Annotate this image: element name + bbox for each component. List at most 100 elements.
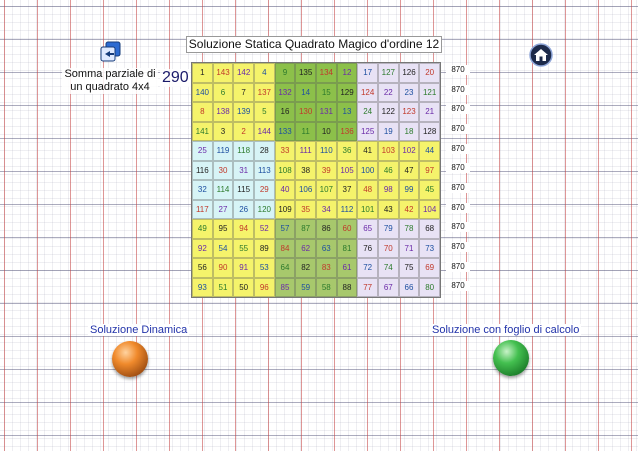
grid-cell: 70	[377, 238, 399, 258]
grid-cell: 108	[274, 160, 296, 180]
grid-cell: 93	[192, 277, 213, 297]
grid-cell: 38	[295, 160, 316, 180]
grid-cell: 41	[357, 141, 378, 161]
grid-cell: 29	[253, 180, 275, 200]
row-sum: 870	[446, 241, 470, 252]
grid-cell: 40	[274, 180, 296, 200]
grid-cell: 77	[357, 277, 378, 297]
grid-cell: 4	[253, 63, 275, 83]
grid-cell: 55	[233, 238, 254, 258]
grid-cell: 61	[336, 258, 358, 278]
grid-cell: 33	[274, 141, 296, 161]
grid-cell: 111	[295, 141, 316, 161]
grid-cell: 65	[357, 219, 378, 239]
grid-cell: 143	[212, 63, 234, 83]
grid-cell: 16	[274, 102, 296, 122]
row-sum: 870	[446, 281, 470, 292]
grid-cell: 18	[398, 121, 420, 141]
grid-cell: 121	[419, 82, 440, 102]
grid-cell: 22	[377, 82, 399, 102]
grid-cell: 97	[419, 160, 440, 180]
grid-cell: 80	[419, 277, 440, 297]
grid-cell: 113	[253, 160, 275, 180]
row-sum: 870	[446, 202, 470, 213]
grid-cell: 68	[419, 219, 440, 239]
row-sum: 870	[446, 261, 470, 272]
grid-cell: 76	[357, 238, 378, 258]
grid-cell: 112	[336, 199, 358, 219]
grid-cell: 60	[336, 219, 358, 239]
grid-cell: 54	[212, 238, 234, 258]
grid-cell: 127	[377, 63, 399, 83]
grid-cell: 123	[398, 102, 420, 122]
grid-cell: 26	[233, 199, 254, 219]
grid-cell: 49	[192, 219, 213, 239]
grid-cell: 5	[253, 102, 275, 122]
grid-cell: 23	[398, 82, 420, 102]
grid-cell: 30	[212, 160, 234, 180]
grid-cell: 139	[233, 102, 254, 122]
grid-cell: 1	[192, 63, 213, 83]
grid-cell: 100	[357, 160, 378, 180]
grid-cell: 101	[357, 199, 378, 219]
grid-cell: 15	[315, 82, 337, 102]
grid-cell: 21	[419, 102, 440, 122]
grid-cell: 24	[357, 102, 378, 122]
row-sum: 870	[446, 84, 470, 95]
row-sum: 870	[446, 143, 470, 154]
grid-cell: 64	[274, 258, 296, 278]
grid-cell: 82	[295, 258, 316, 278]
grid-cell: 107	[315, 180, 337, 200]
grid-cell: 131	[315, 102, 337, 122]
grid-cell: 90	[212, 258, 234, 278]
grid-cell: 25	[192, 141, 213, 161]
grid-cell: 116	[192, 160, 213, 180]
grid-cell: 94	[233, 219, 254, 239]
grid-cell: 124	[357, 82, 378, 102]
grid-cell: 56	[192, 258, 213, 278]
grid-cell: 88	[336, 277, 358, 297]
grid-cell: 75	[398, 258, 420, 278]
row-sum: 870	[446, 222, 470, 233]
grid-cell: 12	[336, 63, 358, 83]
grid-cell: 122	[377, 102, 399, 122]
grid-cell: 104	[419, 199, 440, 219]
home-icon[interactable]	[529, 43, 553, 67]
grid-cell: 129	[336, 82, 358, 102]
grid-cell: 34	[315, 199, 337, 219]
grid-cell: 125	[357, 121, 378, 141]
grid-cell: 2	[233, 121, 254, 141]
grid-cell: 53	[253, 258, 275, 278]
grid-cell: 28	[253, 141, 275, 161]
grid-cell: 46	[377, 160, 399, 180]
spreadsheet-solution-link[interactable]: Soluzione con foglio di calcolo	[430, 324, 582, 336]
grid-cell: 63	[315, 238, 337, 258]
back-arrow-icon[interactable]	[100, 41, 122, 63]
grid-cell: 6	[212, 82, 234, 102]
partial-sum-value: 290	[160, 69, 191, 87]
grid-cell: 71	[398, 238, 420, 258]
grid-cell: 85	[274, 277, 296, 297]
grid-cell: 45	[419, 180, 440, 200]
grid-cell: 89	[253, 238, 275, 258]
grid-cell: 3	[212, 121, 234, 141]
grid-cell: 87	[295, 219, 316, 239]
grid-cell: 73	[419, 238, 440, 258]
grid-cell: 74	[377, 258, 399, 278]
dynamic-solution-button[interactable]	[112, 341, 148, 377]
grid-cell: 66	[398, 277, 420, 297]
row-sum: 870	[446, 182, 470, 193]
grid-cell: 47	[398, 160, 420, 180]
grid-cell: 35	[295, 199, 316, 219]
grid-cell: 37	[336, 180, 358, 200]
grid-cell: 31	[233, 160, 254, 180]
dynamic-solution-link[interactable]: Soluzione Dinamica	[88, 324, 190, 336]
grid-cell: 98	[377, 180, 399, 200]
grid-cell: 7	[233, 82, 254, 102]
grid-cell: 91	[233, 258, 254, 278]
grid-cell: 114	[212, 180, 234, 200]
spreadsheet-solution-button[interactable]	[493, 340, 529, 376]
grid-cell: 67	[377, 277, 399, 297]
partial-sum-label: Somma parziale di un quadrato 4x4	[62, 68, 158, 94]
row-sum: 870	[446, 104, 470, 115]
